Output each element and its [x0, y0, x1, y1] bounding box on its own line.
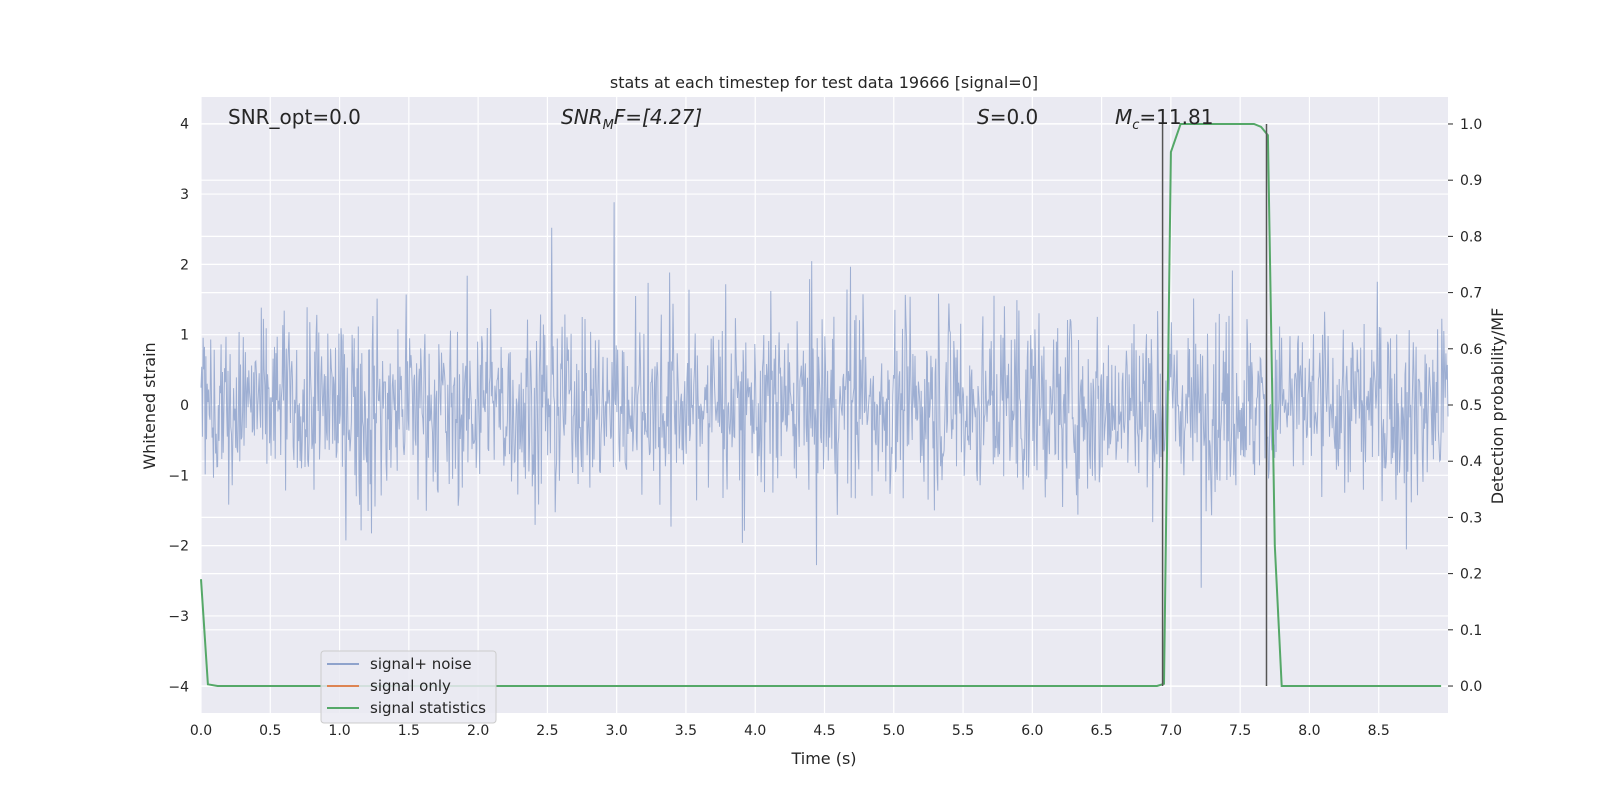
vertical-markers [1161, 123, 1268, 687]
x-tick-label: 4.5 [813, 723, 835, 739]
x-tick-label: 8.5 [1368, 723, 1390, 739]
annotation-mc: Mc=11.81 [1115, 105, 1213, 133]
x-tick-label: 5.0 [883, 723, 905, 739]
y-left-tick-label: −4 [168, 679, 189, 695]
x-tick-label: 8.0 [1298, 723, 1320, 739]
y-left-tick-label: 3 [180, 187, 189, 203]
chart-title: stats at each timestep for test data 196… [610, 73, 1038, 92]
y-right-tick-label: 0.6 [1460, 342, 1482, 358]
x-tick-label: 2.0 [467, 723, 489, 739]
y-left-tick-label: 1 [180, 328, 189, 344]
x-tick-label: 3.5 [675, 723, 697, 739]
annotation-snr-mf: SNRMF=[4.27] [561, 105, 702, 133]
x-tick-label: 1.5 [398, 723, 420, 739]
y-left-tick-label: 4 [180, 117, 189, 133]
y-right-tick-label: 0.3 [1460, 510, 1482, 526]
legend-label-signal-only: signal only [370, 677, 451, 695]
y-axis-right-label: Detection probability/MF [1488, 308, 1507, 505]
annotation-snr-opt: SNR_opt=0.0 [228, 105, 361, 129]
x-tick-label: 4.0 [744, 723, 766, 739]
legend-label-noise: signal+ noise [370, 655, 472, 673]
y-left-tick-label: −2 [168, 539, 189, 555]
y-right-tick-label: 0.4 [1460, 454, 1482, 470]
y-left-tick-label: −1 [168, 468, 189, 484]
legend-box [320, 650, 497, 724]
y-right-tick-label: 0.8 [1460, 229, 1482, 245]
signal-noise-line [200, 202, 1449, 588]
x-tick-label: 7.5 [1229, 723, 1251, 739]
y-right-tick-label: 0.7 [1460, 286, 1482, 302]
x-tick-label: 6.5 [1090, 723, 1112, 739]
x-axis-label: Time (s) [790, 749, 856, 768]
y-axis-right-ticks: 1.0 0.9 0.8 0.7 0.6 0.5 0.4 0.3 0.2 0.1 0.0 [1448, 117, 1482, 695]
x-tick-label: 0.0 [190, 723, 212, 739]
signal-noise-series [200, 202, 1449, 588]
y-left-tick-label: 0 [180, 398, 189, 414]
x-tick-label: 3.0 [606, 723, 628, 739]
x-tick-label: 1.0 [328, 723, 350, 739]
x-tick-label: 5.5 [952, 723, 974, 739]
x-tick-label: 2.5 [536, 723, 558, 739]
y-left-tick-label: 2 [180, 257, 189, 273]
y-left-tick-label: −3 [168, 609, 189, 625]
y-right-tick-label: 0.1 [1460, 623, 1482, 639]
y-right-tick-label: 1.0 [1460, 117, 1482, 133]
y-axis-left-label: Whitened strain [140, 342, 159, 469]
y-right-tick-label: 0.0 [1460, 679, 1482, 695]
x-axis-ticks: 0.0 0.5 1.0 1.5 2.0 2.5 3.0 3.5 4.0 4.5 5.0 5.5 6.0 6… [190, 723, 1390, 739]
x-tick-label: 7.0 [1160, 723, 1182, 739]
legend: signal+ noise signal only signal statist… [320, 650, 497, 724]
y-right-tick-label: 0.5 [1460, 398, 1482, 414]
y-right-tick-label: 0.9 [1460, 173, 1482, 189]
x-tick-label: 0.5 [259, 723, 281, 739]
y-right-tick-label: 0.2 [1460, 567, 1482, 583]
legend-label-statistics: signal statistics [370, 699, 486, 717]
annotation-s: S=0.0 [977, 105, 1038, 129]
y-axis-left-ticks: 4 3 2 1 0 −1 −2 −3 −4 [168, 117, 189, 696]
x-tick-label: 6.0 [1021, 723, 1043, 739]
